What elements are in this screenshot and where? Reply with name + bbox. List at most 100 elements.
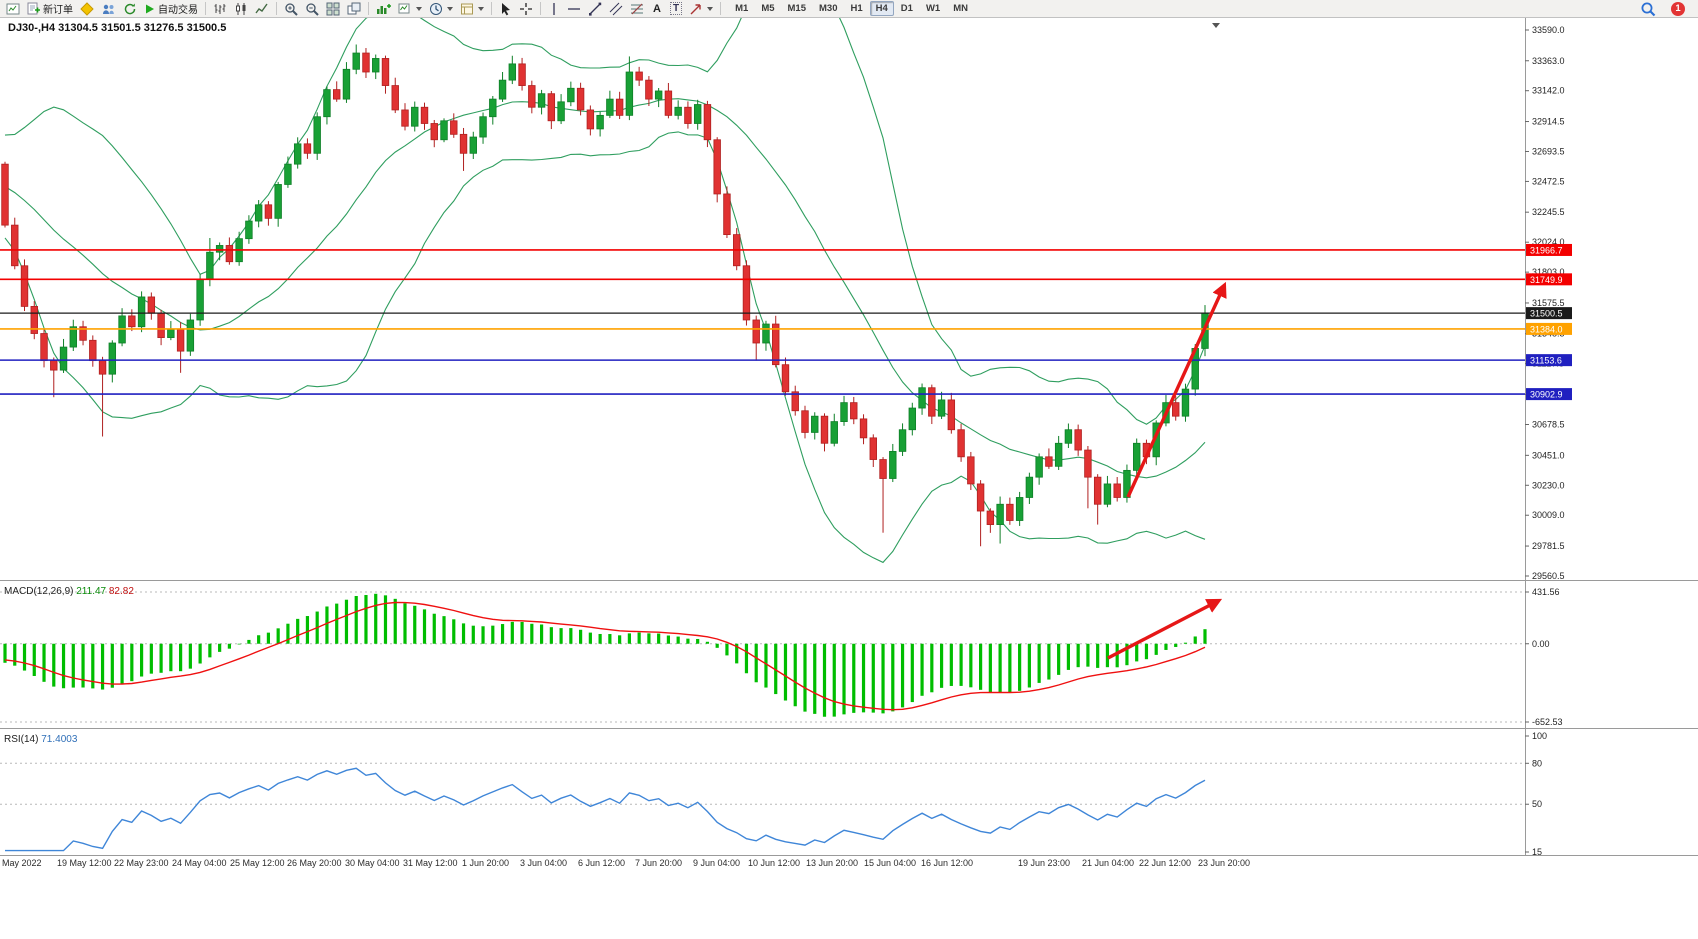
accounts-icon[interactable] [98,1,119,17]
horizontal-lines[interactable]: 31966.7 31749.9 31500.5 31384.0 31153.6 30902… [0,243,1572,401]
drawn-arrows[interactable] [1107,281,1227,660]
date-label: 22 Jun 12:00 [1139,858,1191,868]
autotrading-button[interactable]: 自动交易 [141,1,201,17]
timeframe-W1[interactable]: W1 [925,3,941,14]
bollinger-upper [4,0,1206,425]
search-icon[interactable] [1637,1,1659,17]
price-tag-31384.0 [1526,322,1572,335]
price-tick-label: 30451.0 [1532,450,1565,460]
price-tick-label: 33590.0 [1532,25,1565,35]
timeframe-M30[interactable]: M30 [819,3,838,14]
symbol-ohlc-label: DJ30-,H4 31304.5 31501.5 31276.5 31500.5 [8,22,226,34]
date-label: 10 Jun 12:00 [748,858,800,868]
timeframe-M1[interactable]: M1 [735,3,749,14]
fibonacci-icon[interactable] [627,1,647,17]
date-label: 13 Jun 20:00 [806,858,858,868]
toolbar-separator [540,2,541,15]
text-tool-button[interactable]: A [648,1,666,17]
refresh-icon[interactable] [120,1,140,17]
new-chart-icon[interactable] [395,1,425,17]
chart-labels: DJ30-,H4 31304.5 31501.5 31276.5 31500.5 [8,22,1220,34]
bar-chart-icon[interactable] [210,1,230,17]
shift-marker [1212,23,1220,28]
horizontal-line-icon[interactable] [564,1,584,17]
date-label: 30 May 04:00 [345,858,400,868]
indicators-icon[interactable] [373,1,394,17]
date-label: 3 Jun 04:00 [520,858,567,868]
date-label: 7 Jun 20:00 [635,858,682,868]
new-order-button[interactable]: 新订单 [24,1,76,17]
toolbar-separator [276,2,277,15]
templates-dropdown-caret [478,6,484,11]
zoom-in-icon[interactable] [281,1,301,17]
zoom-out-icon[interactable] [302,1,322,17]
autotrading-label: 自动交易 [158,5,198,16]
new-order-icon [27,2,40,15]
price-tag-label: 31153.6 [1530,356,1562,366]
price-tag-30902.9 [1526,388,1572,401]
candlesticks [1,44,1209,547]
price-tick-label: 32914.5 [1532,117,1565,127]
price-tag-label: 30902.9 [1530,390,1563,400]
date-label: May 2022 [2,858,42,868]
timeframe-toolbar: M1 M5 M15 M30 H1 H4 D1 W1 MN [729,1,974,16]
rsi-scale-label: 15 [1532,847,1542,857]
text-label-tool-label: T [670,2,683,15]
date-label: 9 Jun 04:00 [693,858,740,868]
new-chart-dropdown-caret [416,6,422,11]
macd-scale-label: 0.00 [1532,639,1550,649]
date-label: 22 May 23:00 [114,858,169,868]
notification-badge[interactable]: 1 [1671,1,1685,16]
price-tick-label: 32472.5 [1532,176,1565,186]
profiles-icon[interactable] [426,1,456,17]
text-tool-label: A [653,2,661,15]
timeframe-H4[interactable]: H4 [869,1,894,16]
timeframe-D1[interactable]: D1 [900,3,913,14]
date-label: 15 Jun 04:00 [864,858,916,868]
date-label: 1 Jun 20:00 [462,858,509,868]
macd-label: MACD(12,26,9) 211.47 82.82 [4,586,134,597]
line-chart-icon[interactable] [252,1,272,17]
cascade-windows-icon[interactable] [344,1,364,17]
date-label: 25 May 12:00 [230,858,285,868]
templates-icon[interactable] [457,1,487,17]
metaquotes-icon[interactable] [77,1,97,17]
timeframe-H1[interactable]: H1 [850,3,863,14]
trend-arrow-macd[interactable] [1107,598,1223,660]
tile-windows-icon[interactable] [323,1,343,17]
cursor-icon[interactable] [496,1,515,17]
price-tick-label: 32024.0 [1532,237,1565,247]
date-label: 23 Jun 20:00 [1198,858,1250,868]
shapes-icon[interactable] [686,1,716,17]
vertical-line-icon[interactable] [545,1,563,17]
text-label-tool-button[interactable]: T [667,1,685,17]
macd-scale-label: 431.56 [1532,587,1560,597]
price-tag-label: 31384.0 [1530,324,1563,334]
price-tick-label: 32693.5 [1532,146,1565,156]
trend-arrow-main[interactable] [1126,281,1227,498]
date-label: 16 Jun 12:00 [921,858,973,868]
channel-icon[interactable] [606,1,626,17]
price-tick-label: 32245.5 [1532,207,1565,217]
rsi-scale-label: 80 [1532,758,1542,768]
rsi-panel: 100 80 50 15 RSI(14) 71.4003 [0,731,1547,857]
chart-window-icon[interactable] [3,1,23,17]
timeframe-MN[interactable]: MN [953,3,968,14]
date-label: 31 May 12:00 [403,858,458,868]
date-label: 6 Jun 12:00 [578,858,625,868]
timeframe-M15[interactable]: M15 [787,3,806,14]
timeframe-M5[interactable]: M5 [761,3,775,14]
trendline-icon[interactable] [585,1,605,17]
price-tick-label: 31575.5 [1532,298,1565,308]
macd-signal-line [4,601,1206,711]
price-tag-31500.5 [1526,307,1572,320]
price-tag-31749.9 [1526,273,1572,286]
toolbar-separator [720,2,722,15]
candlestick-icon[interactable] [231,1,251,17]
shapes-dropdown-caret [707,6,714,11]
date-axis[interactable]: May 2022 19 May 12:00 22 May 23:00 24 May 0… [2,858,1250,868]
profiles-dropdown-caret [447,6,453,11]
crosshair-icon[interactable] [516,1,536,17]
